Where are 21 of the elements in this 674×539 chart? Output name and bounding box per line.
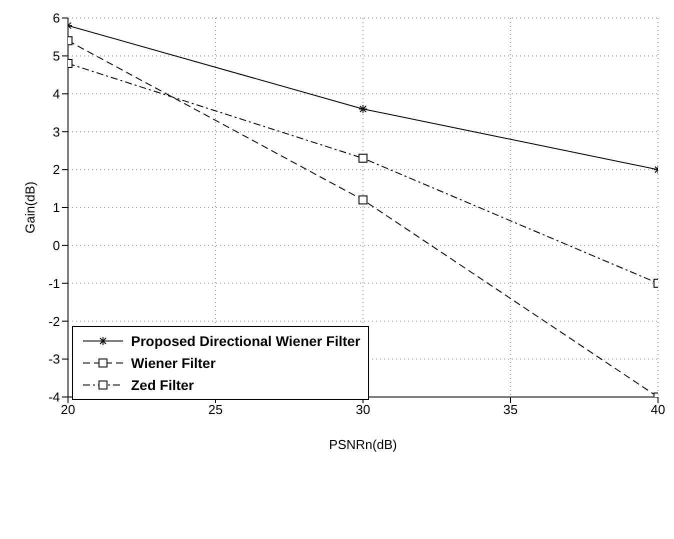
- x-tick-label: 35: [503, 402, 518, 418]
- y-tick-label: -3: [48, 352, 60, 367]
- y-tick-label: 1: [52, 200, 60, 216]
- y-tick-label: 3: [52, 124, 60, 140]
- legend-label: Wiener Filter: [131, 355, 216, 371]
- y-tick-label: 5: [52, 48, 60, 64]
- y-tick-label: 6: [52, 10, 60, 26]
- y-tick-label: -2: [48, 314, 60, 329]
- y-axis-title: Gain(dB): [22, 181, 38, 234]
- legend-label: Zed Filter: [131, 377, 194, 393]
- x-tick-label: 20: [60, 402, 76, 418]
- y-tick-label: 0: [52, 238, 60, 254]
- legend-label: Proposed Directional Wiener Filter: [131, 333, 360, 349]
- x-tick-label: 30: [356, 402, 370, 418]
- x-tick-label: 25: [208, 402, 223, 418]
- y-tick-label: 2: [52, 162, 60, 178]
- x-axis-title: PSNRn(dB): [329, 437, 397, 452]
- y-tick-label: 4: [52, 86, 60, 102]
- y-tick-label: -4: [48, 390, 60, 405]
- x-tick-label: 40: [650, 402, 666, 418]
- y-tick-label: -1: [48, 276, 60, 291]
